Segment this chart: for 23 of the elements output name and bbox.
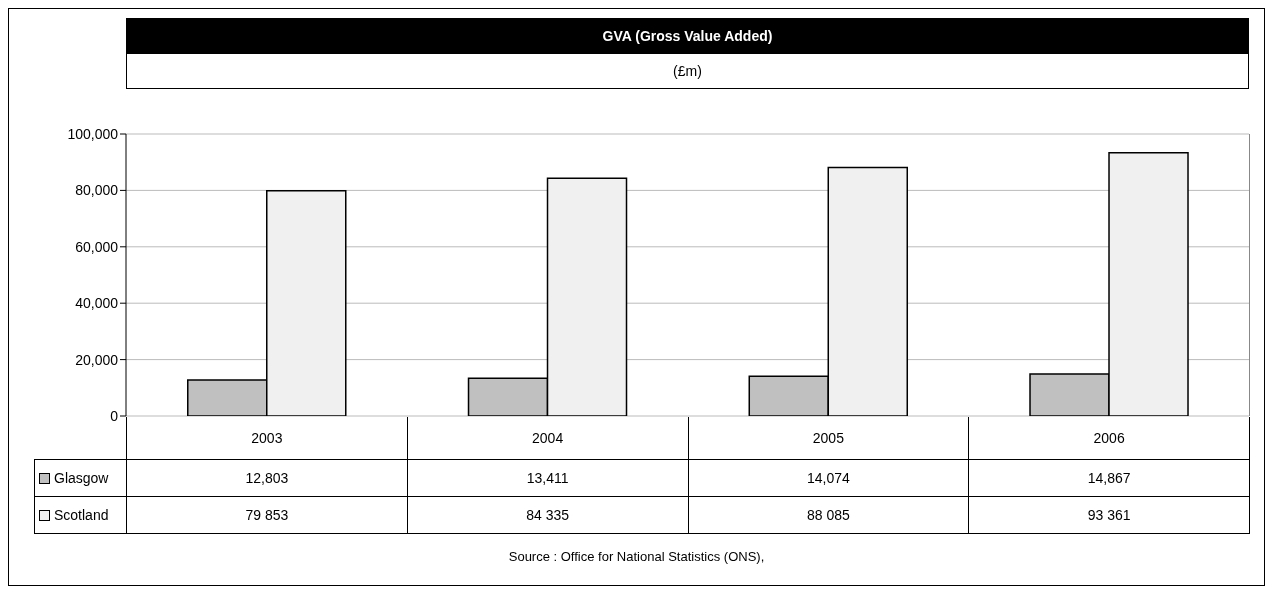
data-label: 14,074: [688, 459, 969, 496]
data-label: 93 361: [968, 496, 1250, 533]
y-tick-label: 60,000: [75, 238, 119, 255]
legend-label: Glasgow: [34, 459, 127, 496]
y-tick-label: 80,000: [75, 182, 119, 199]
chart-subtitle: (£m): [126, 54, 1249, 89]
legend-label: Scotland: [34, 496, 127, 533]
x-tick-label: 2004: [407, 417, 688, 459]
source-note: Source : Office for National Statistics (ONS),: [507, 549, 766, 564]
x-tick-label: 2005: [688, 417, 969, 459]
x-tick-label: 2003: [126, 417, 408, 459]
data-label: 13,411: [407, 459, 688, 496]
y-tick-label: 0: [110, 407, 119, 424]
data-label: 14,867: [968, 459, 1250, 496]
data-label: 12,803: [126, 459, 408, 496]
data-label: 79 853: [126, 496, 408, 533]
data-label: 84 335: [407, 496, 688, 533]
data-label: 88 085: [688, 496, 969, 533]
x-tick-label: 2006: [968, 417, 1250, 459]
chart-title: GVA (Gross Value Added): [126, 18, 1249, 54]
y-tick-label: 100,000: [67, 125, 119, 142]
y-tick-label: 40,000: [75, 295, 119, 312]
y-tick-label: 20,000: [75, 351, 119, 368]
